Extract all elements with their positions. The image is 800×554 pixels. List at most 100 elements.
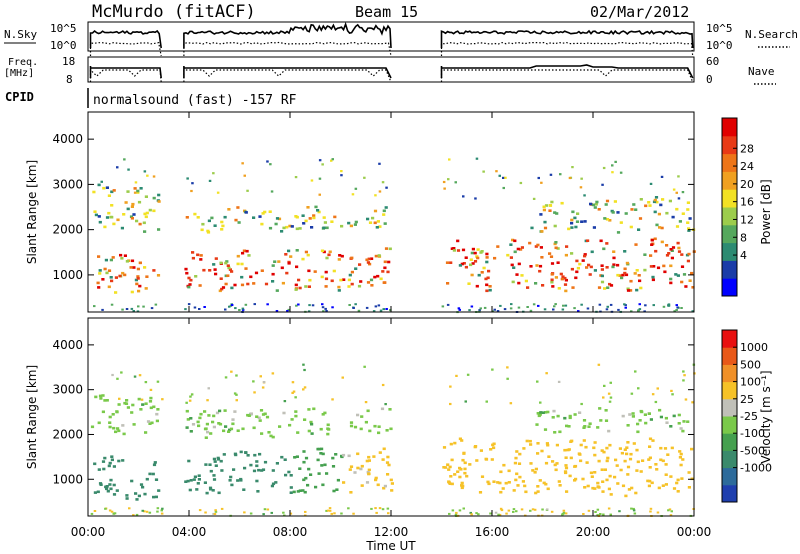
scatter-cell — [557, 287, 561, 290]
scatter-cell — [110, 190, 114, 194]
scatter-cell — [239, 450, 243, 454]
scatter-cell — [352, 512, 355, 515]
scatter-cell — [582, 513, 585, 515]
scatter-cell — [224, 425, 228, 428]
scatter-cell — [366, 261, 370, 264]
scatter-cell — [506, 253, 510, 257]
scatter-cell — [130, 290, 134, 294]
scatter-cell — [512, 266, 516, 269]
scatter-cell — [210, 216, 214, 220]
scatter-cell — [378, 190, 382, 193]
colorbar-tick-label: -25 — [740, 410, 758, 423]
scatter-cell — [579, 443, 583, 447]
scatter-cell — [490, 458, 494, 461]
scatter-cell — [294, 215, 298, 218]
scatter-cell — [526, 306, 529, 308]
scatter-cell — [557, 380, 561, 383]
scatter-cell — [491, 310, 495, 313]
scatter-cell — [134, 181, 138, 184]
scatter-cell — [213, 513, 217, 515]
scatter-cell — [114, 430, 118, 434]
scatter-cell — [374, 476, 378, 480]
scatter-cell — [302, 363, 305, 366]
scatter-cell — [304, 510, 307, 513]
scatter-cell — [129, 266, 133, 269]
scatter-cell — [228, 428, 232, 432]
scatter-cell — [294, 288, 298, 291]
scatter-cell — [221, 286, 226, 289]
scatter-cell — [328, 507, 332, 510]
scatter-cell — [670, 249, 674, 252]
scatter-cell — [311, 304, 315, 307]
scatter-cell — [119, 253, 123, 257]
scatter-cell — [460, 486, 464, 490]
scatter-cell — [542, 205, 546, 209]
scatter-cell — [600, 468, 604, 471]
scatter-cell — [219, 277, 223, 280]
scatter-cell — [208, 463, 212, 466]
scatter-cell — [185, 401, 188, 404]
scatter-cell — [157, 228, 161, 231]
scatter-cell — [143, 266, 147, 269]
scatter-cell — [675, 481, 679, 485]
scatter-cell — [239, 479, 243, 482]
scatter-cell — [682, 420, 686, 423]
scatter-cell — [197, 478, 201, 481]
scatter-cell — [275, 462, 279, 465]
scatter-cell — [626, 424, 630, 427]
scatter-cell — [585, 461, 589, 464]
scatter-cell — [480, 271, 484, 274]
scatter-cell — [268, 210, 272, 213]
scatter-cell — [589, 471, 593, 475]
scatter-cell — [539, 246, 543, 249]
scatter-cell — [246, 454, 250, 457]
scatter-cell — [559, 272, 563, 276]
scatter-cell — [511, 280, 515, 284]
scatter-cell — [546, 443, 550, 447]
scatter-cell — [127, 168, 130, 171]
scatter-cell — [552, 308, 555, 311]
scatter-cell — [198, 509, 202, 512]
scatter-cell — [228, 268, 232, 271]
scatter-cell — [446, 463, 450, 466]
scatter-cell — [532, 303, 536, 306]
scatter-cell — [255, 460, 259, 463]
scatter-cell — [536, 490, 540, 493]
y-tick-label: 4000 — [52, 132, 83, 146]
scatter-cell — [122, 432, 126, 436]
scatter-cell — [571, 166, 574, 169]
scatter-cell — [637, 387, 640, 390]
scatter-cell — [318, 159, 322, 162]
scatter-cell — [535, 264, 539, 267]
scatter-cell — [98, 272, 102, 275]
scatter-cell — [667, 509, 670, 512]
scatter-cell — [191, 182, 194, 185]
scatter-cell — [564, 289, 568, 293]
scatter-cell — [473, 260, 478, 263]
scatter-cell — [230, 270, 234, 273]
scatter-cell — [304, 219, 308, 223]
freq-tick-top: 18 — [62, 55, 75, 68]
scatter-cell — [607, 429, 611, 433]
scatter-cell — [116, 166, 119, 169]
scatter-cell — [303, 386, 307, 389]
scatter-cell — [577, 452, 581, 455]
scatter-cell — [321, 452, 325, 456]
scatter-cell — [562, 511, 566, 514]
scatter-cell — [661, 198, 665, 201]
scatter-cell — [461, 458, 465, 462]
scatter-cell — [236, 254, 240, 258]
scatter-cell — [262, 513, 265, 516]
scatter-cell — [647, 484, 651, 488]
scatter-cell — [101, 308, 104, 311]
nave-tick-top: 60 — [706, 55, 719, 68]
scatter-cell — [601, 183, 604, 186]
scatter-cell — [320, 464, 324, 467]
scatter-cell — [591, 203, 595, 207]
scatter-cell — [212, 457, 216, 461]
scatter-cell — [148, 422, 152, 425]
scatter-cell — [301, 214, 305, 217]
scatter-cell — [236, 206, 240, 209]
scatter-cell — [275, 217, 280, 220]
